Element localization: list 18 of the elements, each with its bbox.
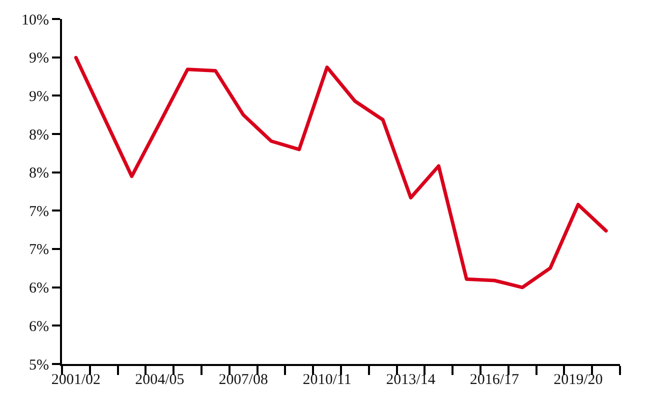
y-tick-label: 9% — [29, 88, 49, 105]
y-tick-label: 8% — [29, 127, 49, 144]
x-tick-label: 2001/02 — [51, 372, 101, 388]
x-tick-label: 2010/11 — [302, 372, 352, 388]
line-series — [74, 56, 608, 290]
x-tick-label: 2019/20 — [554, 372, 603, 388]
y-tick-label: 7% — [29, 242, 49, 258]
y-tick-label: 6% — [29, 280, 49, 297]
x-tick-label: 2016/17 — [470, 372, 520, 388]
x-tick-label: 2013/14 — [386, 372, 436, 388]
y-tick-label: 7% — [29, 204, 49, 220]
y-tick-label: 6% — [29, 318, 49, 335]
x-tick-label: 2007/08 — [218, 372, 268, 388]
y-tick-label: 8% — [29, 166, 49, 182]
x-tick-label: 2004/05 — [135, 372, 184, 388]
y-tick-label: 5% — [29, 357, 49, 374]
y-tick-label: 9% — [29, 50, 49, 67]
y-tick-label: 10% — [22, 12, 49, 28]
